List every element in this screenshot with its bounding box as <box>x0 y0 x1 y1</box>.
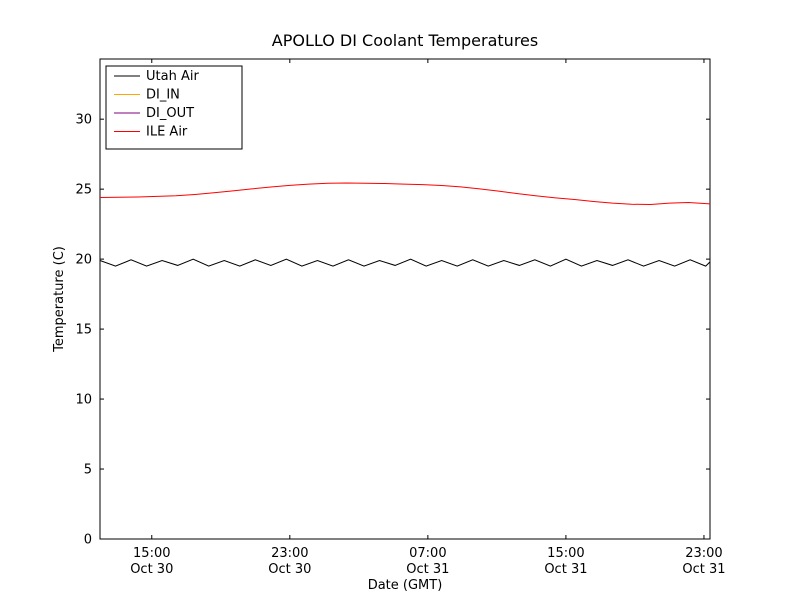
x-tick-label-time: 15:00 <box>547 546 584 561</box>
y-axis-label: Temperature (C) <box>52 246 67 353</box>
x-tick-label-time: 15:00 <box>133 546 170 561</box>
x-tick-label-date: Oct 31 <box>682 562 725 577</box>
y-tick-label: 20 <box>75 253 92 268</box>
x-tick-label-date: Oct 30 <box>130 562 173 577</box>
plot-border <box>99 58 711 540</box>
y-tick-label: 15 <box>75 323 92 338</box>
y-tick-label: 10 <box>75 393 92 408</box>
x-tick-label-time: 23:00 <box>685 546 722 561</box>
y-tick-label: 30 <box>75 113 92 128</box>
series-line-utah-air <box>99 258 711 267</box>
chart-title: APOLLO DI Coolant Temperatures <box>272 31 538 50</box>
y-tick-label: 5 <box>84 463 92 478</box>
x-tick-label-date: Oct 31 <box>406 562 449 577</box>
x-tick-label-date: Oct 31 <box>544 562 587 577</box>
x-axis-label: Date (GMT) <box>368 578 443 593</box>
x-tick-label-time: 23:00 <box>271 546 308 561</box>
legend-box <box>105 65 243 150</box>
legend-label-utah-air: Utah Air <box>146 69 199 84</box>
x-tick-label-date: Oct 30 <box>268 562 311 577</box>
series-line-ile-air <box>99 182 711 206</box>
x-tick-label-time: 07:00 <box>409 546 446 561</box>
legend-label-di-in: DI_IN <box>146 88 180 103</box>
y-tick-label: 25 <box>75 183 92 198</box>
y-tick-label: 0 <box>84 533 92 548</box>
legend-label-ile-air: ILE Air <box>146 125 188 140</box>
legend-label-di-out: DI_OUT <box>146 106 194 121</box>
